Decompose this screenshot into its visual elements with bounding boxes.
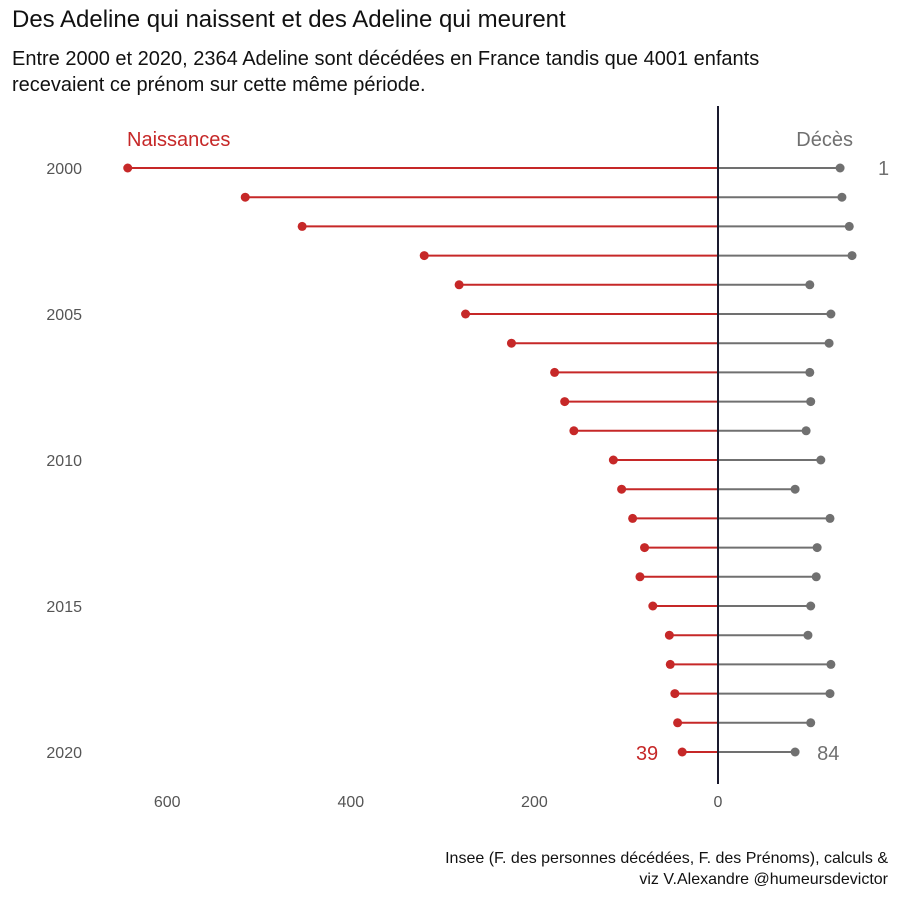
births-point (419, 251, 429, 261)
y-tick-label: 2015 (46, 599, 82, 616)
x-tick-label: 400 (337, 794, 364, 811)
deaths-point (805, 367, 815, 377)
deaths-point (805, 280, 815, 290)
y-tick-label: 2005 (46, 307, 82, 324)
births-point (628, 513, 638, 523)
deaths-point (825, 689, 835, 699)
deaths-point (806, 601, 816, 611)
deaths-point (806, 397, 816, 407)
x-tick-label: 200 (521, 794, 548, 811)
x-tick-label: 600 (154, 794, 181, 811)
deaths-point (847, 251, 857, 261)
annotation-deaths-last: 84 (817, 743, 839, 765)
x-tick-label: 0 (714, 794, 723, 811)
births-point (608, 455, 618, 465)
y-tick-label: 2020 (46, 745, 82, 762)
deaths-point (825, 513, 835, 523)
deaths-point (824, 338, 834, 348)
chart-title: Des Adeline qui naissent et des Adeline … (12, 6, 566, 33)
births-point (569, 426, 579, 436)
deaths-point (826, 659, 836, 669)
births-point (461, 309, 471, 319)
annotation-deaths-first: 1 (878, 158, 889, 180)
source-caption: Insee (F. des personnes décédées, F. des… (328, 848, 888, 890)
births-point (617, 484, 627, 494)
deaths-point (812, 543, 822, 553)
deaths-point (806, 718, 816, 728)
births-point (677, 747, 687, 757)
legend-births: Naissances (127, 129, 230, 151)
births-point (560, 397, 570, 407)
deaths-point (801, 426, 811, 436)
births-point (665, 659, 675, 669)
chart-subtitle: Entre 2000 et 2020, 2364 Adeline sont dé… (12, 48, 760, 96)
deaths-point (826, 309, 836, 319)
y-tick-label: 2000 (46, 161, 82, 178)
annotation-births-last: 39 (636, 743, 658, 765)
births-point (673, 718, 683, 728)
deaths-point (837, 192, 847, 202)
births-point (648, 601, 658, 611)
deaths-point (816, 455, 826, 465)
births-point (506, 338, 516, 348)
births-point (670, 689, 680, 699)
births-point (640, 543, 650, 553)
births-point (635, 572, 645, 582)
deaths-point (803, 630, 813, 640)
births-point (550, 367, 560, 377)
births-point (123, 163, 133, 173)
deaths-point (790, 484, 800, 494)
deaths-point (790, 747, 800, 757)
legend-deaths: Décès (796, 129, 853, 151)
deaths-point (811, 572, 821, 582)
deaths-point (835, 163, 845, 173)
deaths-point (844, 221, 854, 231)
births-point (454, 280, 464, 290)
births-point (297, 221, 307, 231)
caption-line-1: Insee (F. des personnes décédées, F. des… (445, 850, 888, 867)
births-point (664, 630, 674, 640)
caption-line-2: viz V.Alexandre @humeursdevictor (639, 871, 888, 888)
births-point (240, 192, 250, 202)
y-tick-label: 2010 (46, 453, 82, 470)
